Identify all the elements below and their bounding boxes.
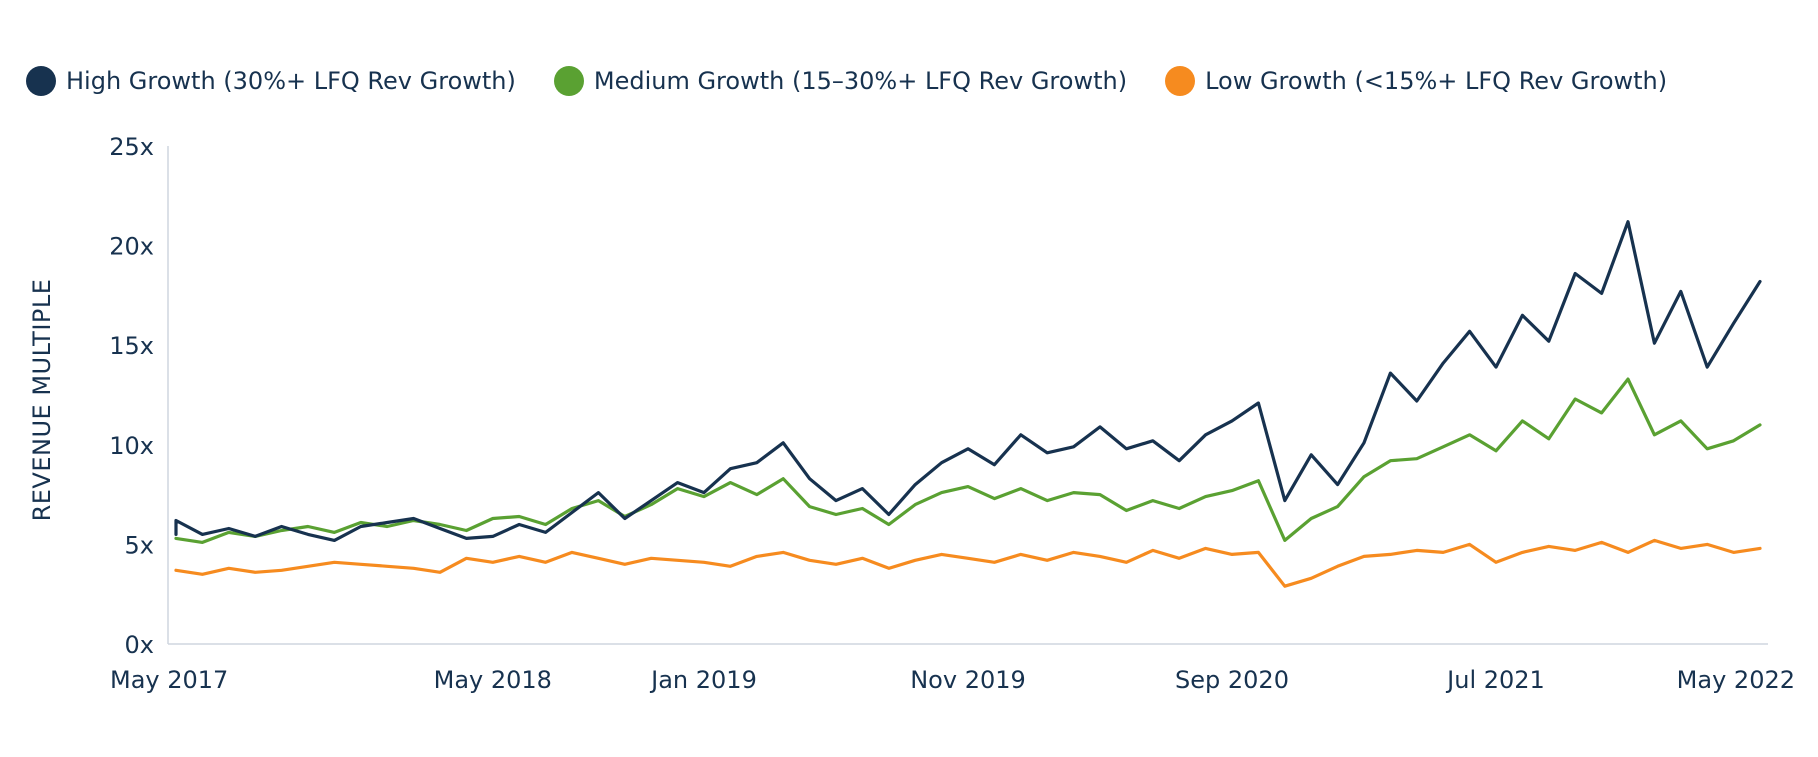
series-line-medium-growth (174, 377, 1762, 545)
y-axis-title: REVENUE MULTIPLE (28, 279, 56, 522)
series-lines (174, 220, 1762, 588)
x-tick-label: Jan 2019 (649, 666, 757, 694)
x-tick-labels: May 2017 May 2018 Jan 2019 Nov 2019 Sep 2020… (110, 666, 1795, 694)
y-tick-label: 5x (125, 531, 154, 559)
legend-item-low-growth: Low Growth (<15%+ LFQ Rev Growth) (1165, 66, 1667, 96)
x-tick-label: May 2018 (434, 666, 552, 694)
y-tick-label: 10x (109, 432, 154, 460)
legend-swatch-medium-growth (553, 66, 584, 96)
series-line-high-growth (174, 220, 1762, 543)
legend-label-medium-growth: Medium Growth (15–30%+ LFQ Rev Growth) (593, 67, 1128, 95)
series-line-low-growth (174, 538, 1762, 588)
x-tick-label: Nov 2019 (910, 666, 1026, 694)
legend-swatch-high-growth (26, 66, 56, 96)
chart-axes (167, 146, 1768, 645)
x-tick-label: May 2017 (110, 666, 228, 694)
legend-label-low-growth: Low Growth (<15%+ LFQ Rev Growth) (1205, 67, 1668, 95)
legend-swatch-low-growth (1165, 66, 1196, 96)
legend-item-high-growth: High Growth (30%+ LFQ Rev Growth) (26, 66, 516, 96)
x-tick-label: May 2022 (1677, 666, 1795, 694)
chart-legend: High Growth (30%+ LFQ Rev Growth) Medium… (26, 66, 1705, 96)
legend-item-medium-growth: Medium Growth (15–30%+ LFQ Rev Growth) (553, 66, 1128, 96)
y-tick-label: 15x (109, 332, 154, 360)
y-tick-labels: 0x 5x 10x 15x 20x 25x (109, 133, 154, 659)
x-tick-label: Sep 2020 (1175, 666, 1289, 694)
legend-label-high-growth: High Growth (30%+ LFQ Rev Growth) (66, 67, 516, 95)
y-tick-label: 0x (125, 631, 154, 659)
x-tick-label: Jul 2021 (1445, 666, 1545, 694)
y-tick-label: 20x (109, 233, 154, 261)
y-tick-label: 25x (109, 133, 154, 161)
